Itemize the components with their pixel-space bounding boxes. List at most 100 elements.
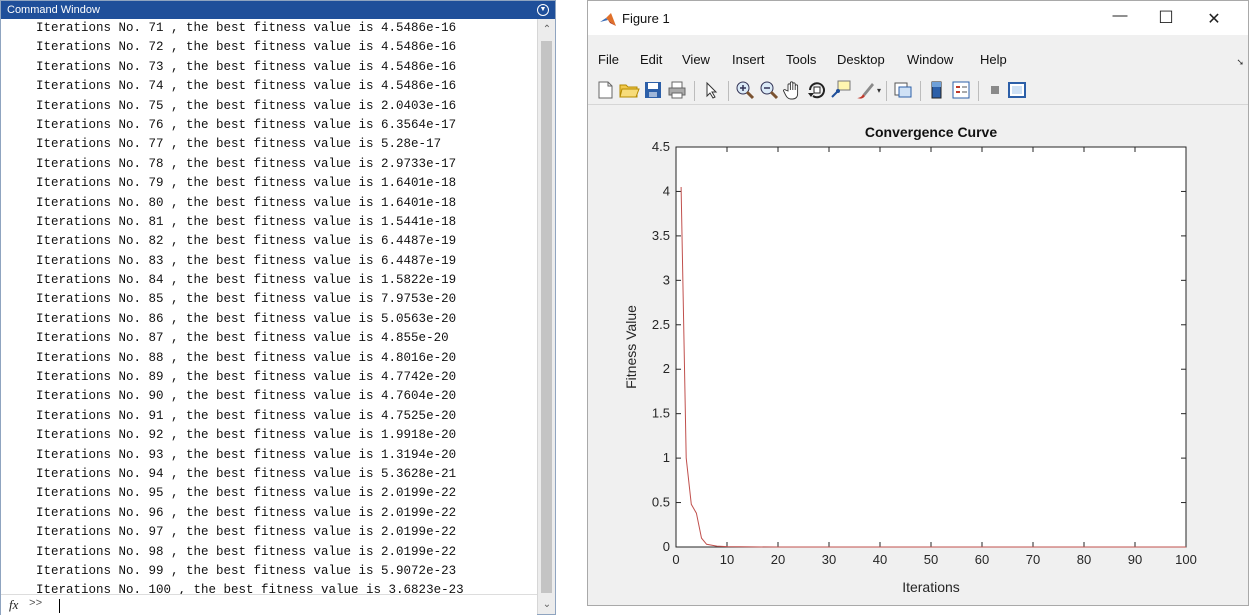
command-output-line: Iterations No. 96 , the best fitness val… — [36, 505, 457, 520]
hide-plot-tools-icon[interactable] — [984, 79, 1006, 101]
command-window: Command Window ▼ Iterations No. 71 , the… — [0, 0, 556, 615]
menubar-overflow-icon[interactable]: ➘ — [1236, 57, 1244, 67]
command-output-line: Iterations No. 78 , the best fitness val… — [36, 156, 457, 171]
zoom-in-icon[interactable] — [734, 79, 756, 101]
legend-icon[interactable] — [950, 79, 972, 101]
maximize-button[interactable]: ☐ — [1158, 8, 1174, 27]
colorbar-icon[interactable] — [926, 79, 948, 101]
menu-file[interactable]: File — [598, 52, 619, 67]
x-tick-label: 20 — [771, 552, 785, 567]
menu-help[interactable]: Help — [980, 52, 1007, 67]
show-plot-tools-icon[interactable] — [1006, 79, 1028, 101]
x-tick-label: 30 — [822, 552, 836, 567]
command-output-line: Iterations No. 99 , the best fitness val… — [36, 563, 457, 578]
menu-tools[interactable]: Tools — [786, 52, 817, 67]
x-axis-label: Iterations — [902, 579, 960, 595]
command-output-line: Iterations No. 85 , the best fitness val… — [36, 292, 457, 307]
y-axis-label: Fitness Value — [623, 305, 639, 389]
y-tick-label: 3.5 — [652, 228, 670, 243]
command-output-line: Iterations No. 98 , the best fitness val… — [36, 544, 457, 559]
command-output-line: Iterations No. 97 , the best fitness val… — [36, 525, 457, 540]
command-window-title: Command Window — [7, 4, 100, 16]
scrollbar-thumb[interactable] — [541, 41, 552, 593]
x-tick-label: 90 — [1128, 552, 1142, 567]
scroll-down-icon[interactable]: ⌄ — [542, 599, 552, 610]
command-output-line: Iterations No. 95 , the best fitness val… — [36, 486, 457, 501]
command-output-line: Iterations No. 89 , the best fitness val… — [36, 370, 457, 385]
command-output-line: Iterations No. 86 , the best fitness val… — [36, 311, 457, 326]
command-output-line: Iterations No. 93 , the best fitness val… — [36, 447, 457, 462]
chevron-down-icon[interactable]: ▼ — [537, 4, 549, 16]
chart-title: Convergence Curve — [865, 124, 997, 140]
toolbar-separator — [920, 81, 921, 101]
command-output-line: Iterations No. 87 , the best fitness val… — [36, 331, 449, 346]
x-tick-label: 80 — [1077, 552, 1091, 567]
close-button[interactable]: ✕ — [1207, 11, 1221, 28]
select-arrow-icon[interactable] — [700, 79, 722, 101]
command-output-line: Iterations No. 90 , the best fitness val… — [36, 389, 457, 404]
x-tick-label: 60 — [975, 552, 989, 567]
vertical-scrollbar[interactable]: ⌃ ⌄ — [537, 19, 555, 614]
toolbar-separator — [886, 81, 887, 101]
command-output-line: Iterations No. 79 , the best fitness val… — [36, 176, 457, 191]
command-output-line: Iterations No. 88 , the best fitness val… — [36, 350, 457, 365]
data-cursor-icon[interactable] — [830, 79, 852, 101]
x-tick-label: 0 — [672, 552, 679, 567]
brush-icon[interactable] — [854, 79, 876, 101]
y-tick-label: 2.5 — [652, 317, 670, 332]
y-tick-label: 1.5 — [652, 406, 670, 421]
command-output-line: Iterations No. 73 , the best fitness val… — [36, 59, 457, 74]
figure-toolbar: ▾ — [588, 77, 1248, 105]
plot-area[interactable]: 0 10 20 30 40 50 60 70 80 90 100 0 0.5 1 1.5 2 2.5 3 3.5 4 4… — [588, 105, 1248, 605]
convergence-chart[interactable]: 0 10 20 30 40 50 60 70 80 90 100 0 0.5 1 1.5 2 2.5 3 3.5 4 4… — [588, 105, 1248, 605]
figure-menubar: File Edit View Insert Tools Desktop Wind… — [588, 47, 1248, 73]
command-output: Iterations No. 71 , the best fitness val… — [1, 19, 537, 594]
y-tick-label: 0 — [663, 539, 670, 554]
command-output-line: Iterations No. 91 , the best fitness val… — [36, 408, 457, 423]
command-output-line: Iterations No. 71 , the best fitness val… — [36, 21, 457, 35]
y-tick-label: 1 — [663, 450, 670, 465]
x-tick-label: 50 — [924, 552, 938, 567]
menu-window[interactable]: Window — [907, 52, 954, 67]
menu-view[interactable]: View — [682, 52, 710, 67]
menu-edit[interactable]: Edit — [640, 52, 663, 67]
command-output-line: Iterations No. 84 , the best fitness val… — [36, 273, 457, 288]
save-icon[interactable] — [642, 79, 664, 101]
open-file-icon[interactable] — [618, 79, 640, 101]
y-tick-label: 0.5 — [652, 495, 670, 510]
axes-box — [675, 146, 1187, 548]
command-output-line: Iterations No. 77 , the best fitness val… — [36, 137, 442, 152]
command-window-titlebar: Command Window ▼ — [1, 1, 555, 19]
brush-dropdown-icon[interactable]: ▾ — [877, 86, 882, 95]
toolbar-separator — [694, 81, 695, 101]
command-output-line: Iterations No. 100 , the best fitness va… — [36, 583, 464, 594]
toolbar-separator — [728, 81, 729, 101]
command-output-line: Iterations No. 92 , the best fitness val… — [36, 428, 457, 443]
print-icon[interactable] — [666, 79, 688, 101]
pan-hand-icon[interactable] — [782, 79, 804, 101]
prompt-symbol: >> — [29, 598, 43, 610]
fitness-curve — [680, 186, 1186, 548]
figure-title: Figure 1 — [622, 11, 670, 26]
minimize-button[interactable]: — — [1112, 7, 1128, 24]
x-tick-label: 100 — [1175, 552, 1197, 567]
menu-insert[interactable]: Insert — [732, 52, 765, 67]
text-cursor — [59, 599, 60, 613]
command-output-line: Iterations No. 81 , the best fitness val… — [36, 214, 457, 229]
scroll-up-icon[interactable]: ⌃ — [542, 24, 552, 35]
command-output-line: Iterations No. 94 , the best fitness val… — [36, 466, 457, 481]
figure-titlebar: Figure 1 — ☐ ✕ — [588, 1, 1248, 35]
command-output-line: Iterations No. 72 , the best fitness val… — [36, 40, 457, 55]
rotate-3d-icon[interactable] — [806, 79, 828, 101]
command-output-line: Iterations No. 82 , the best fitness val… — [36, 234, 457, 249]
link-plot-icon[interactable] — [892, 79, 914, 101]
menu-desktop[interactable]: Desktop — [837, 52, 885, 67]
x-tick-label: 40 — [873, 552, 887, 567]
function-browser-icon[interactable]: fx — [9, 597, 19, 612]
command-output-line: Iterations No. 83 , the best fitness val… — [36, 253, 457, 268]
y-tick-label: 4 — [663, 183, 670, 198]
new-figure-icon[interactable] — [594, 79, 616, 101]
zoom-out-icon[interactable] — [758, 79, 780, 101]
command-prompt[interactable]: fx >> — [1, 594, 537, 615]
command-output-line: Iterations No. 74 , the best fitness val… — [36, 79, 457, 94]
